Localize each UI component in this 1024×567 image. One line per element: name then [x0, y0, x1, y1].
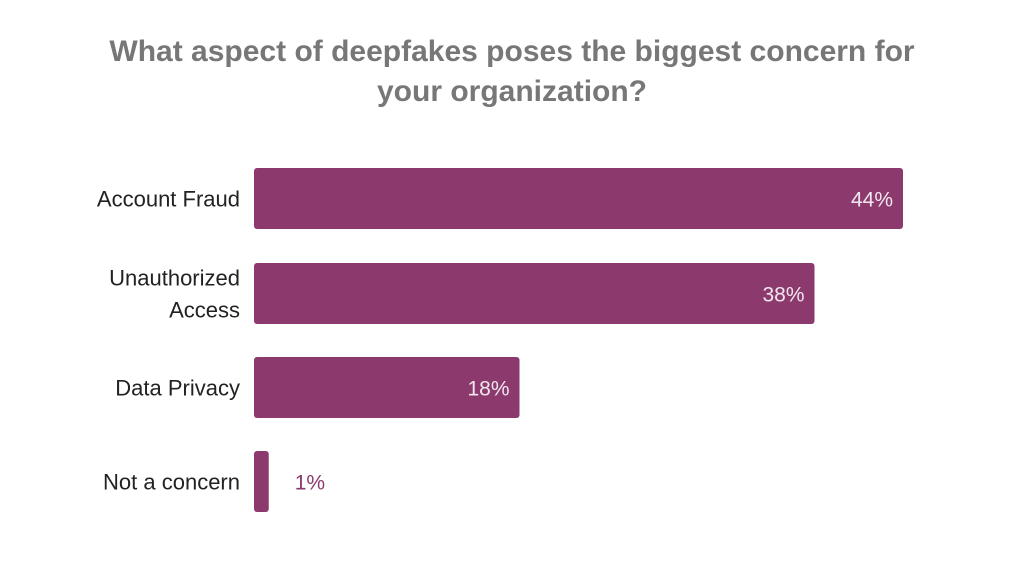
category-label: Not a concern [103, 470, 240, 495]
category-label: Account Fraud [97, 187, 240, 212]
chart-title-line-2: your organization? [377, 75, 647, 108]
bar [254, 357, 520, 418]
category-label: Access [169, 298, 240, 323]
bar [254, 263, 815, 324]
bar [254, 451, 269, 512]
data-label: 1% [295, 472, 325, 495]
chart-title-line-1: What aspect of deepfakes poses the bigge… [109, 35, 915, 68]
data-label: 18% [467, 378, 509, 401]
chart-title: What aspect of deepfakes poses the bigge… [0, 32, 1024, 112]
category-label: Data Privacy [115, 376, 240, 401]
category-label: Unauthorized [109, 266, 240, 291]
data-label: 44% [851, 189, 893, 212]
data-label: 38% [762, 284, 804, 307]
bar [254, 168, 903, 229]
